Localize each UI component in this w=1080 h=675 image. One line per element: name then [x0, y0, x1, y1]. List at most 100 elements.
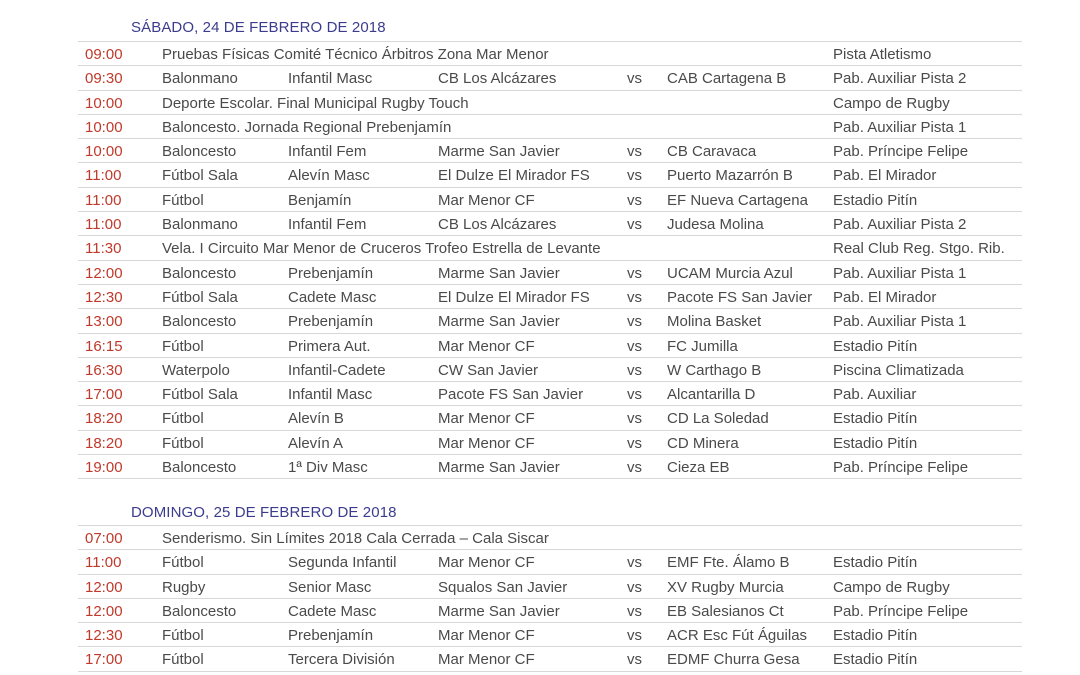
schedule-row: 12:00 Baloncesto Cadete Masc Marme San Javi… [78, 597, 1022, 622]
sport-cell: Baloncesto [162, 459, 237, 477]
venue-cell: Piscina Climatizada [833, 361, 964, 379]
schedule-table-saturday: 09:00 Pruebas Físicas Comité Técnico Árbi… [78, 41, 1022, 480]
schedule-row: 10:00 Deporte Escolar. Final Municipal Ru… [78, 89, 1022, 114]
away-cell: CD Minera [667, 434, 739, 452]
event-cell: Pruebas Físicas Comité Técnico Árbitros … [162, 46, 549, 63]
home-cell: El Dulze El Mirador FS [438, 167, 590, 185]
away-cell: XV Rugby Murcia [667, 578, 784, 596]
sport-cell: Fútbol Sala [162, 167, 238, 185]
home-cell: Mar Menor CF [438, 337, 535, 355]
away-cell: FC Jumilla [667, 337, 738, 355]
home-cell: Mar Menor CF [438, 554, 535, 572]
vs-cell: vs [627, 264, 642, 282]
time-cell: 13:00 [85, 313, 123, 331]
schedule-row: 07:00 Senderismo. Sin Límites 2018 Cala C… [78, 525, 1022, 549]
sport-cell: Fútbol [162, 627, 204, 645]
schedule-row: 11:00 Fútbol Benjamín Mar Menor CF vs EF Nuev… [78, 186, 1022, 211]
time-cell: 10:00 [85, 143, 123, 161]
event-cell: Vela. I Circuito Mar Menor de Cruceros T… [162, 240, 601, 258]
schedule-row: 10:00 Baloncesto Infantil Fem Marme San Jav… [78, 138, 1022, 162]
time-cell: 10:00 [85, 118, 123, 136]
venue-cell: Estadio Pitín [833, 337, 918, 355]
time-cell: 18:20 [85, 410, 123, 428]
time-cell: 18:20 [85, 434, 123, 452]
venue-cell: Pab. Príncipe Felipe [833, 143, 969, 161]
sport-cell: Fútbol [162, 337, 204, 355]
vs-cell: vs [627, 337, 642, 355]
sport-cell: Baloncesto [162, 313, 237, 331]
home-cell: Squalos San Javier [438, 578, 568, 596]
category-cell: Infantil Fem [288, 143, 367, 161]
away-cell: Judesa Molina [667, 216, 764, 234]
sport-cell: Waterpolo [162, 361, 230, 379]
category-cell: Prebenjamín [288, 313, 374, 331]
vs-cell: vs [627, 602, 642, 620]
sport-cell: Fútbol Sala [162, 386, 238, 404]
day-title-saturday: SÁBADO, 24 DE FEBRERO DE 2018 [131, 19, 386, 36]
time-cell: 12:30 [85, 627, 123, 645]
category-cell: Segunda Infantil [288, 554, 397, 572]
time-cell: 17:00 [85, 651, 123, 669]
sport-cell: Fútbol [162, 554, 204, 572]
time-cell: 09:00 [85, 46, 123, 63]
vs-cell: vs [627, 434, 642, 452]
time-cell: 12:00 [85, 578, 123, 596]
schedule-row: 18:20 Fútbol Alevín B Mar Menor CF vs CD La S… [78, 405, 1022, 429]
venue-cell: Pista Atletismo [833, 46, 932, 63]
table-bottom-border [78, 478, 1022, 480]
vs-cell: vs [627, 651, 642, 669]
category-cell: Alevín A [288, 434, 344, 452]
schedule-row: 17:00 Fútbol Tercera División Mar Menor CF v… [78, 646, 1022, 670]
home-cell: Marme San Javier [438, 602, 560, 620]
vs-cell: vs [627, 410, 642, 428]
time-cell: 10:00 [85, 94, 123, 112]
time-cell: 09:30 [85, 70, 123, 88]
vs-cell: vs [627, 554, 642, 572]
time-cell: 19:00 [85, 459, 123, 477]
schedule-row: 12:00 Rugby Senior Masc Squalos San Javier v… [78, 573, 1022, 598]
away-cell: Alcantarilla D [667, 386, 756, 404]
category-cell: Tercera División [288, 651, 395, 669]
schedule-row: 11:00 Fútbol Segunda Infantil Mar Menor CF v… [78, 549, 1022, 573]
vs-cell: vs [627, 627, 642, 645]
away-cell: EDMF Churra Gesa [667, 651, 800, 669]
time-cell: 12:00 [85, 602, 123, 620]
time-cell: 11:00 [85, 167, 122, 185]
home-cell: El Dulze El Mirador FS [438, 288, 590, 306]
away-cell: ACR Esc Fút Águilas [667, 627, 808, 645]
venue-cell: Pab. El Mirador [833, 167, 937, 185]
schedule-row: 12:30 Fútbol Sala Cadete Masc El Dulze El M… [78, 283, 1022, 308]
venue-cell: Campo de Rugby [833, 94, 950, 112]
schedule-row: 09:30 Balonmano Infantil Masc CB Los Alcáza… [78, 65, 1022, 89]
sport-cell: Fútbol [162, 191, 204, 209]
schedule-row: 12:00 Baloncesto Prebenjamín Marme San Javi… [78, 259, 1022, 284]
home-cell: CB Los Alcázares [438, 70, 557, 88]
time-cell: 11:00 [85, 554, 122, 572]
sport-cell: Baloncesto [162, 264, 237, 282]
home-cell: Mar Menor CF [438, 410, 535, 428]
vs-cell: vs [627, 167, 642, 185]
away-cell: UCAM Murcia Azul [667, 264, 793, 282]
category-cell: Infantil Fem [288, 216, 367, 234]
home-cell: Marme San Javier [438, 313, 560, 331]
sport-cell: Fútbol [162, 410, 204, 428]
vs-cell: vs [627, 288, 642, 306]
category-cell: Infantil Masc [288, 70, 373, 88]
vs-cell: vs [627, 459, 642, 477]
venue-cell: Campo de Rugby [833, 578, 950, 596]
time-cell: 12:30 [85, 288, 123, 306]
home-cell: Marme San Javier [438, 143, 560, 161]
home-cell: CB Los Alcázares [438, 216, 557, 234]
category-cell: Benjamín [288, 191, 352, 209]
home-cell: Mar Menor CF [438, 627, 535, 645]
category-cell: 1ª Div Masc [288, 459, 368, 477]
day-title-sunday: DOMINGO, 25 DE FEBRERO DE 2018 [131, 504, 397, 521]
venue-cell: Estadio Pitín [833, 434, 918, 452]
venue-cell: Pab. Príncipe Felipe [833, 602, 969, 620]
venue-cell: Pab. Auxiliar [833, 386, 917, 404]
category-cell: Senior Masc [288, 578, 372, 596]
sport-cell: Fútbol [162, 434, 204, 452]
vs-cell: vs [627, 216, 642, 234]
venue-cell: Pab. Auxiliar Pista 2 [833, 216, 967, 234]
away-cell: Pacote FS San Javier [667, 288, 813, 306]
